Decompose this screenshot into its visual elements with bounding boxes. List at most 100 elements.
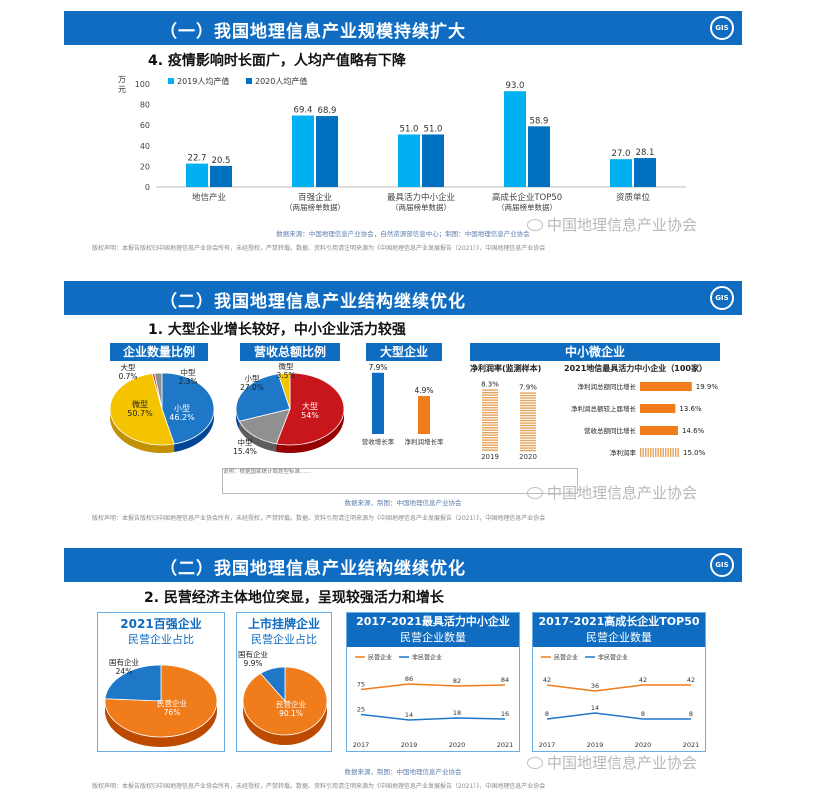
data-label: 86 [405,675,413,683]
data-label: 20.5 [212,156,231,166]
bar-stripe [520,402,536,404]
copyright-note: 版权声明：本报告版权归中国地理信息产业协会所有，未经授权，严禁转载。数据、资料引… [92,783,546,790]
x-tick-label: 2021 [683,741,700,749]
bar-top100-growth: 净利润总额同比增长 19.9% 净利润总额较上届增长 13.6% 营收总额同比增长 14.… [571,382,719,457]
series-line [546,712,691,720]
bar-stripe [520,394,536,397]
gis-logo-icon: GIS [710,553,734,577]
card-head: 2017-2021高成长企业TOP50 民营企业数量 [533,613,705,647]
bar [504,91,526,187]
copyright-note: 版权声明：本报告版权归中国地理信息产业协会所有，未经授权，严禁转载。数据、资料引… [92,245,546,252]
data-label: 25 [357,706,365,714]
bar-stripe [520,414,536,417]
card-top50-line: 2017-2021高成长企业TOP50 民营企业数量 民营企业 42 36 42 42 非民… [532,612,706,752]
bar-stripe [520,417,536,419]
bar-stripe [520,447,536,449]
bar-stripe [650,448,652,457]
bar-stripe [677,448,679,457]
x-tick-label: 2019 [587,741,604,749]
bar [186,163,208,187]
data-label: 42 [639,676,647,684]
bar-stripe [520,442,536,444]
bar-stripe [482,421,498,424]
data-label: 42 [687,676,695,684]
data-label: 14 [405,711,413,719]
bar-stripe [672,448,674,457]
card-head: 2021百强企业 [120,617,202,631]
pie-slice [238,408,291,445]
bar [372,372,384,434]
y-tick-label: 净利润总额同比增长 [578,382,637,391]
slice-value: 76% [164,708,181,717]
pie-slice-side [239,421,277,452]
bar-stripe [520,434,536,437]
bar-stripe [482,411,498,414]
legend-label: 非民营企业 [598,654,628,662]
classification-note: 说明：根据国家统计局划型标准…… [222,468,578,494]
source-note: 数据来源：中国地理信息产业协会，自然资源部信息中心；制图：中国地理信息产业协会 [276,230,530,238]
gis-logo-icon: GIS [710,286,734,310]
legend-label: 非民营企业 [412,654,442,662]
data-label: 8 [545,710,549,718]
series-line [360,683,506,691]
pie-slice-side [276,409,344,453]
bar [398,134,420,187]
slice-value: 3.5% [276,371,295,380]
y-tick-label: 净利润率 [610,448,637,457]
bar-stripe [482,431,498,434]
bar-stripe [482,441,498,444]
slice-label: 微型 [279,361,294,371]
bar-stripe [482,416,498,419]
bar-stripe [667,448,669,457]
wechat-icon [527,757,543,769]
y-tick-label: 净利润总额较上届增长 [571,404,637,413]
bar [640,426,678,435]
bar-stripe [482,406,498,409]
revenue-title: 营收总额比例 [240,343,340,361]
data-label: 36 [591,682,599,690]
data-label: 16 [501,710,509,718]
slice-label: 民营企业 [157,698,187,708]
banner-section2: （二）我国地理信息产业结构继续优化 GIS [64,281,742,315]
data-label: 51.0 [424,124,443,134]
y-tick-label: 0 [145,183,150,192]
slice-value: 2.3% [178,377,197,386]
bar-stripe [520,427,536,429]
card-sub: 民营企业占比 [128,633,194,646]
bar-stripe [520,437,536,439]
bar [316,116,338,187]
source-note: 数据来源，制图：中国地理信息产业协会 [344,499,462,507]
bar-stripe [520,449,536,452]
watermark: 中国地理信息产业协会 [527,752,697,773]
data-label: 69.4 [294,106,313,116]
series-line [546,684,691,692]
pie-slice [154,372,163,410]
slice-label: 中型 [181,367,196,377]
slice-value: 24% [116,667,133,676]
data-label: 84 [501,676,509,684]
bar-stripe [647,448,649,457]
bar-net-profit-rate: 8.3% 2019 7.9% 2020 [481,380,537,461]
slice-label: 国有企业 [109,657,139,667]
banner-title: （二）我国地理信息产业结构继续优化 [160,559,466,579]
data-label: 19.9% [696,383,719,391]
slice-value: 9.9% [243,659,262,668]
bar [422,134,444,187]
y-tick-label: 60 [140,121,150,130]
bar-stripe [520,397,536,399]
slice-label: 大型 [302,401,318,411]
data-label: 68.9 [318,106,337,116]
data-label: 27.0 [612,149,631,159]
bar-stripe [520,409,536,412]
legend-label: 民营企业 [368,654,392,662]
bar-stripe [482,446,498,449]
data-label: 15.0% [683,449,706,457]
bar-stripe [482,449,498,451]
data-label: 51.0 [400,124,419,134]
bar-stripe [482,391,498,394]
x-tick-label: 2020 [635,741,652,749]
x-tick-label: 资质单位 [616,192,651,203]
bar-stripe [660,448,662,457]
bar [418,396,430,434]
data-label: 82 [453,677,461,685]
